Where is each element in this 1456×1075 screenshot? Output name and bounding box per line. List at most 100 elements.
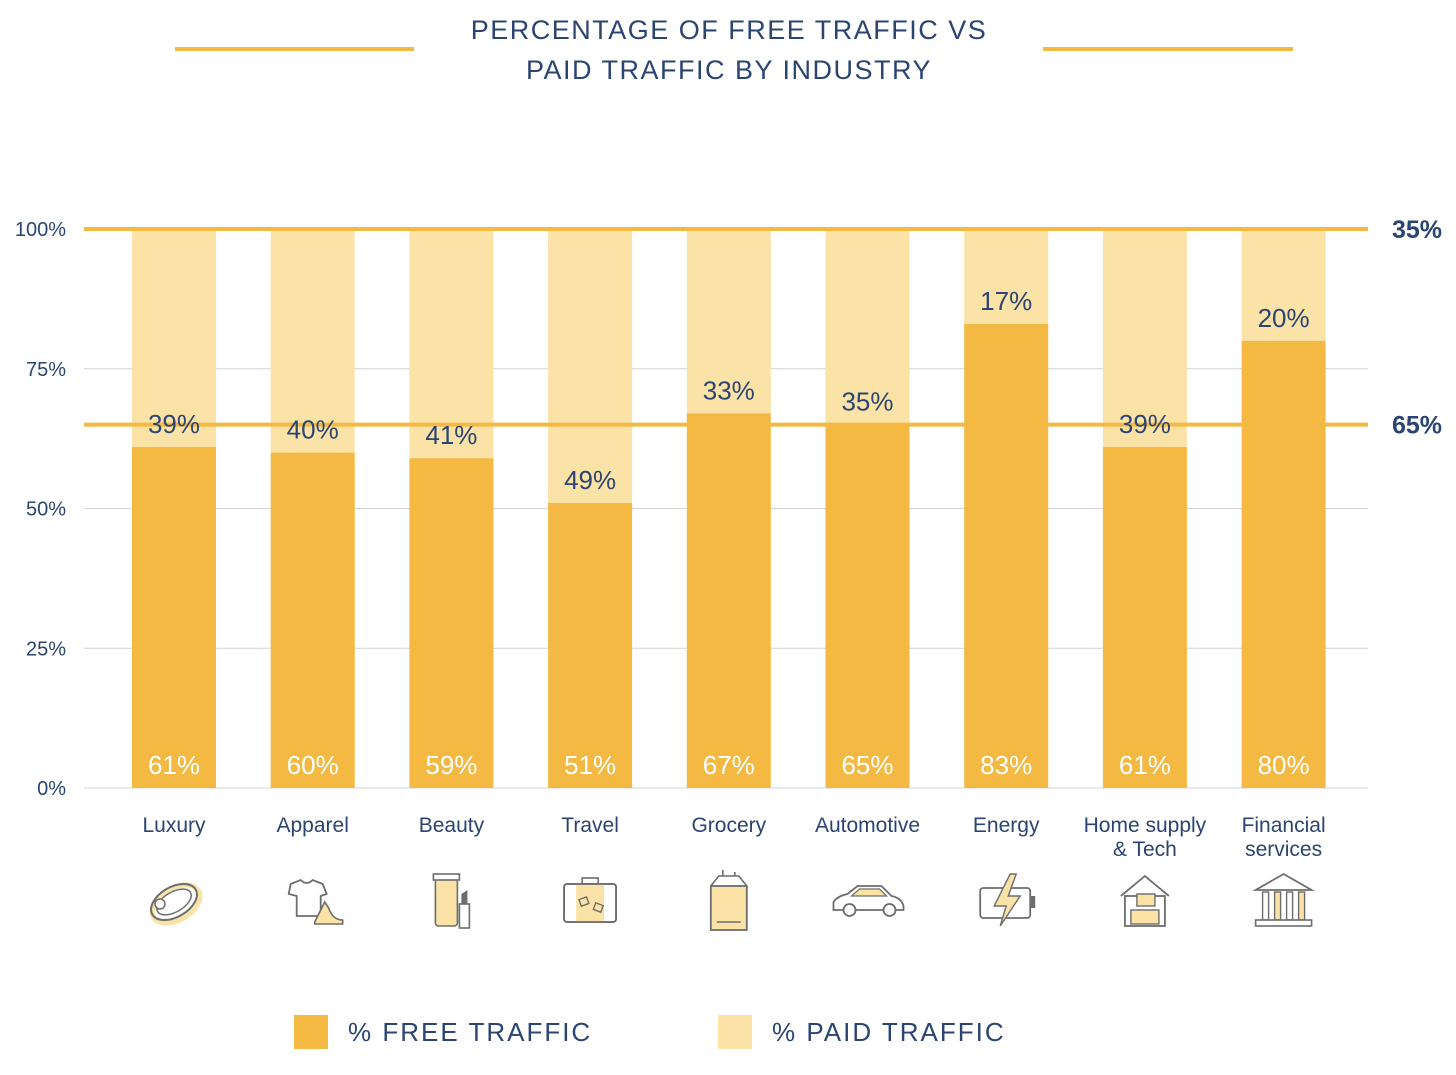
data-label-free-5: 67%: [703, 750, 755, 780]
bank-column-3: [1285, 891, 1294, 921]
x-tick-label-3: Beauty: [419, 814, 485, 837]
battery-bolt: [993, 873, 1022, 927]
bag-top: [710, 875, 748, 887]
bar-free-1: [132, 447, 216, 788]
legend-label-free: % FREE TRAFFIC: [348, 1017, 592, 1047]
data-label-free-4: 51%: [564, 750, 616, 780]
data-label-paid-7: 17%: [980, 286, 1032, 316]
tube-body: [434, 877, 459, 927]
car-icon: [832, 885, 905, 917]
y-tick-label-100: 100%: [15, 219, 66, 241]
data-label-free-6: 65%: [841, 750, 893, 780]
bar-free-7: [964, 324, 1049, 788]
bar-paid-8: [1102, 229, 1187, 448]
car-wheel-front: [842, 903, 857, 917]
bank-roof: [1252, 872, 1315, 891]
y-tick-label-75: 75%: [26, 359, 66, 381]
x-axis: Luxury Apparel Beauty Travel Grocery Automoti…: [142, 814, 1325, 861]
data-label-paid-8: 39%: [1119, 409, 1171, 439]
bank-building-icon: [1252, 872, 1315, 927]
bar-free-8: [1102, 447, 1187, 788]
bank-column-4: [1297, 891, 1306, 921]
reference-lines: 35% 65%: [84, 216, 1442, 440]
data-label-paid-4: 49%: [564, 465, 616, 495]
monitor: [1136, 893, 1156, 907]
lipstick-tip: [461, 890, 468, 904]
bank-column-2: [1273, 891, 1282, 921]
lipstick-body: [458, 903, 471, 929]
bar-paid-6: [825, 229, 910, 425]
grocery-bag-icon: [709, 870, 748, 931]
case-sticker-1: [578, 895, 590, 908]
y-tick-label-0: 0%: [37, 778, 66, 800]
x-tick-label-9-line-2: services: [1245, 838, 1322, 861]
home-office-icon: [1120, 874, 1170, 927]
x-tick-label-5: Grocery: [691, 814, 766, 837]
car-window: [849, 888, 888, 897]
data-label-paid-2: 40%: [287, 415, 339, 445]
bar-paid-3: [409, 229, 494, 459]
x-tick-label-2: Apparel: [277, 814, 349, 837]
data-label-paid-9: 20%: [1258, 303, 1310, 333]
battery-terminal: [1030, 896, 1036, 908]
data-label-paid-1: 39%: [148, 409, 200, 439]
bar-paid-5: [686, 229, 771, 414]
car-wheel-rear: [882, 903, 897, 917]
bar-paid-1: [132, 229, 216, 448]
cosmetics-icon: [432, 873, 471, 929]
x-tick-label-1: Luxury: [142, 814, 206, 837]
y-tick-label-25: 25%: [26, 638, 66, 660]
bar-free-6: [825, 424, 910, 788]
data-label-paid-3: 41%: [425, 420, 477, 450]
x-tick-label-6: Automotive: [815, 814, 920, 837]
bag-items: [721, 870, 736, 876]
ring-icon: [149, 882, 203, 926]
bar-free-5: [686, 413, 771, 788]
data-label-free-2: 60%: [287, 750, 339, 780]
bar-paid-7: [964, 229, 1049, 325]
x-tick-label-7: Energy: [973, 814, 1040, 837]
case-handle: [581, 877, 599, 885]
legend-label-paid: % PAID TRAFFIC: [772, 1017, 1006, 1047]
legend-swatch-free: [294, 1015, 328, 1049]
ring-inner: [156, 888, 192, 916]
data-label-free-7: 83%: [980, 750, 1032, 780]
x-tick-label-9-line-1: Financial: [1242, 814, 1326, 837]
shirt-shape: [287, 878, 328, 917]
x-tick-label-8-line-2: & Tech: [1113, 838, 1177, 861]
bar-paid-4: [548, 229, 633, 503]
data-label-paid-6: 35%: [841, 387, 893, 417]
bar-paid-2: [270, 229, 355, 453]
bank-column-1: [1261, 891, 1270, 921]
data-label-free-1: 61%: [148, 750, 200, 780]
bar-free-2: [270, 452, 355, 788]
chart-title-line-2: PAID TRAFFIC BY INDUSTRY: [526, 55, 932, 85]
y-axis: 0% 25% 50% 75% 100%: [15, 219, 66, 800]
clothing-icon: [287, 878, 344, 925]
data-label-free-9: 80%: [1258, 750, 1310, 780]
x-tick-label-4: Travel: [561, 814, 619, 837]
category-icons: [149, 870, 1315, 931]
x-tick-label-8-line-1: Home supply: [1084, 814, 1207, 837]
chart-title-line-1: PERCENTAGE OF FREE TRAFFIC VS: [471, 15, 988, 45]
desk: [1130, 909, 1160, 925]
case-sticker-2: [592, 901, 605, 914]
reference-line-label-1: 35%: [1392, 216, 1442, 244]
bank-base: [1254, 919, 1313, 927]
data-labels: 39% 61% 40% 60% 41% 59% 49% 51% 33% 67% 35% 65% 17% 8…: [148, 286, 1310, 780]
bar-free-4: [548, 502, 633, 788]
bar-free-9: [1241, 340, 1326, 788]
case-outline: [563, 883, 617, 923]
y-tick-label-50: 50%: [26, 499, 66, 521]
bag-body: [709, 885, 748, 931]
battery-icon: [979, 873, 1036, 927]
legend: % FREE TRAFFIC % PAID TRAFFIC: [294, 1015, 1006, 1049]
reference-line-label-2: 65%: [1392, 412, 1442, 440]
data-label-free-8: 61%: [1119, 750, 1171, 780]
suitcase-icon: [563, 877, 617, 923]
data-label-free-3: 59%: [425, 750, 477, 780]
ring-gem: [154, 898, 166, 910]
shoe-shape: [313, 900, 344, 925]
